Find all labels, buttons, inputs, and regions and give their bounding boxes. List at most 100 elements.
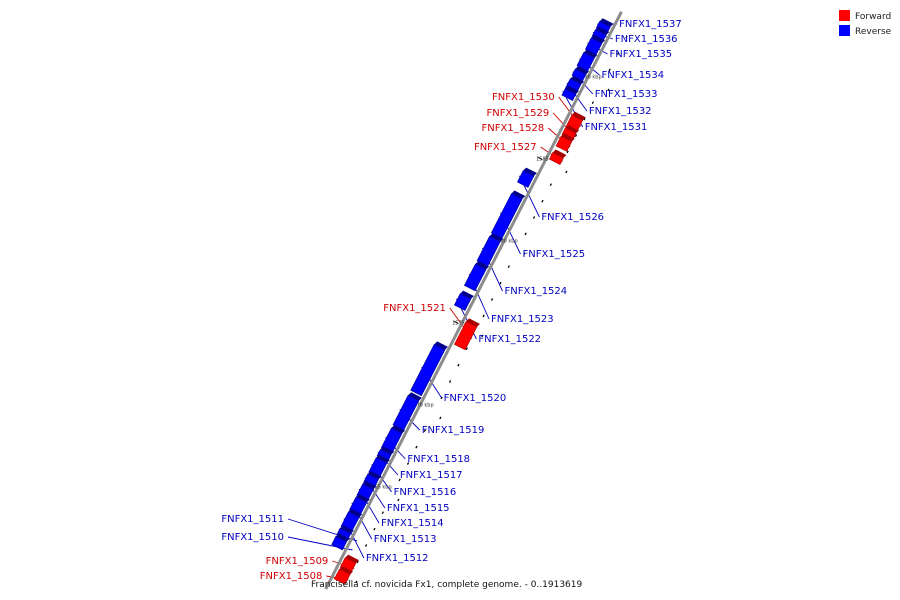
minor-tick xyxy=(583,117,586,121)
gene-fnfx1-1534[interactable] xyxy=(576,49,598,72)
gene-label[interactable]: FNFX1_1512 xyxy=(366,553,429,564)
gene-shadow xyxy=(339,566,353,575)
gene-label[interactable]: FNFX1_1537 xyxy=(619,19,682,30)
gene-fnfx1-1510[interactable] xyxy=(331,533,350,551)
gene-label[interactable]: FNFX1_1516 xyxy=(394,487,457,498)
gene-shadow xyxy=(561,133,575,142)
gene-block xyxy=(561,88,577,102)
gene-shadow xyxy=(380,446,395,455)
gene-block xyxy=(453,320,478,351)
gene-label[interactable]: FNFX1_1522 xyxy=(478,334,541,345)
gene-shadow xyxy=(356,493,370,503)
gene-label[interactable]: FNFX1_1511 xyxy=(221,514,284,525)
gene-shadow xyxy=(367,471,382,480)
minor-tick xyxy=(356,560,359,564)
gene-label[interactable]: FNFX1_1508 xyxy=(260,571,323,582)
gene-label[interactable]: FNFX1_1513 xyxy=(374,534,437,545)
gene-label[interactable]: FNFX1_1518 xyxy=(407,454,470,465)
gene-label[interactable]: FNFX1_1510 xyxy=(221,532,284,543)
sequence-footer: Francisella cf. novicida Fx1, complete g… xyxy=(311,580,583,590)
gene-label[interactable]: FNFX1_1531 xyxy=(585,122,648,133)
gene-block xyxy=(331,535,348,551)
minor-tick-layer xyxy=(355,35,628,584)
minor-tick xyxy=(566,150,569,154)
gene-block xyxy=(476,235,501,267)
gene-label[interactable]: FNFX1_1515 xyxy=(387,503,450,514)
minor-tick xyxy=(423,429,426,433)
minor-tick xyxy=(490,298,494,301)
gene-shadow xyxy=(335,533,350,542)
minor-tick xyxy=(381,511,384,515)
minor-tick xyxy=(499,281,502,285)
gene-shadow xyxy=(565,124,579,134)
gene-label[interactable]: FNFX1_1509 xyxy=(266,556,329,567)
gene-fnfx1-1508[interactable] xyxy=(333,566,353,585)
gene-label[interactable]: FNFX1_1521 xyxy=(383,303,446,314)
gene-label[interactable]: FNFX1_1532 xyxy=(589,106,652,117)
minor-tick xyxy=(398,478,401,482)
gene-shadow xyxy=(591,34,605,44)
gene-fnfx1-1521[interactable] xyxy=(453,318,480,351)
gene-fnfx1-1522[interactable] xyxy=(453,290,474,311)
gene-block xyxy=(333,568,351,585)
gene-shadow xyxy=(408,392,422,401)
gene-label[interactable]: FNFX1_1535 xyxy=(610,49,673,60)
gene-fnfx1-1523[interactable] xyxy=(463,261,489,292)
gene-label[interactable]: FNFX1_1525 xyxy=(523,249,586,260)
gene-shadow xyxy=(489,233,504,242)
gene-fnfx1-1520[interactable] xyxy=(410,341,448,397)
gene-label[interactable]: FNFX1_1528 xyxy=(482,123,545,134)
gene-label[interactable]: FNFX1_1527 xyxy=(474,142,537,153)
gene-block xyxy=(410,343,446,397)
gene-shadow xyxy=(362,480,377,490)
gene-fnfx1-1526[interactable] xyxy=(516,167,537,188)
gene-shadow xyxy=(511,190,526,199)
gene-shadow xyxy=(570,75,584,85)
gene-label[interactable]: FNFX1_1534 xyxy=(602,70,665,81)
tick-label: 1575 kbp xyxy=(452,320,476,326)
gene-label[interactable]: FNFX1_1519 xyxy=(422,425,485,436)
legend-label-reverse: Reverse xyxy=(855,27,892,37)
gene-block xyxy=(453,293,472,311)
minor-tick xyxy=(591,101,594,105)
gene-label[interactable]: FNFX1_1524 xyxy=(505,286,568,297)
minor-tick xyxy=(482,314,485,318)
minor-tick xyxy=(439,416,442,420)
minor-tick xyxy=(457,363,460,367)
minor-tick xyxy=(616,52,620,55)
gene-fnfx1-1531[interactable] xyxy=(561,85,579,102)
gene-fnfx1-1530[interactable] xyxy=(565,111,586,133)
gene-shadow xyxy=(434,341,448,350)
minor-tick xyxy=(608,68,611,72)
gene-label-layer: FNFX1_1537 FNFX1_1536 FNFX1_1535 FNFX1_1534… xyxy=(221,19,681,582)
gene-label[interactable]: FNFX1_1514 xyxy=(381,518,444,529)
gene-fnfx1-1535[interactable] xyxy=(584,34,605,56)
gene-shadow xyxy=(552,149,567,158)
gene-label[interactable]: FNFX1_1533 xyxy=(595,89,658,100)
tick-label: 1585 kbp xyxy=(536,156,560,162)
gene-fnfx1-1528[interactable] xyxy=(555,133,575,152)
gene-label[interactable]: FNFX1_1523 xyxy=(491,314,554,325)
gene-shadow xyxy=(345,554,359,564)
tick-label: 1590 kbp xyxy=(578,74,602,80)
tick-label: 1565 kbp xyxy=(368,484,392,490)
gene-shadow xyxy=(575,65,589,75)
gene-label[interactable]: FNFX1_1517 xyxy=(400,470,463,481)
minor-tick xyxy=(532,216,536,219)
gene-shadow xyxy=(583,49,598,58)
gene-label[interactable]: FNFX1_1526 xyxy=(541,212,604,223)
major-tick xyxy=(537,156,543,161)
gene-block xyxy=(463,263,487,292)
major-tick xyxy=(453,320,459,325)
gene-fnfx1-1527[interactable] xyxy=(548,149,567,166)
gene-label[interactable]: FNFX1_1529 xyxy=(487,108,550,119)
minor-tick xyxy=(373,527,376,531)
minor-tick xyxy=(465,347,468,351)
gene-label[interactable]: FNFX1_1536 xyxy=(615,34,678,45)
minor-tick xyxy=(406,462,410,465)
gene-label[interactable]: FNFX1_1520 xyxy=(444,393,507,404)
gene-label[interactable]: FNFX1_1530 xyxy=(492,92,555,103)
gene-block xyxy=(555,135,573,152)
minor-tick xyxy=(541,199,544,203)
gene-shadow xyxy=(523,167,537,176)
